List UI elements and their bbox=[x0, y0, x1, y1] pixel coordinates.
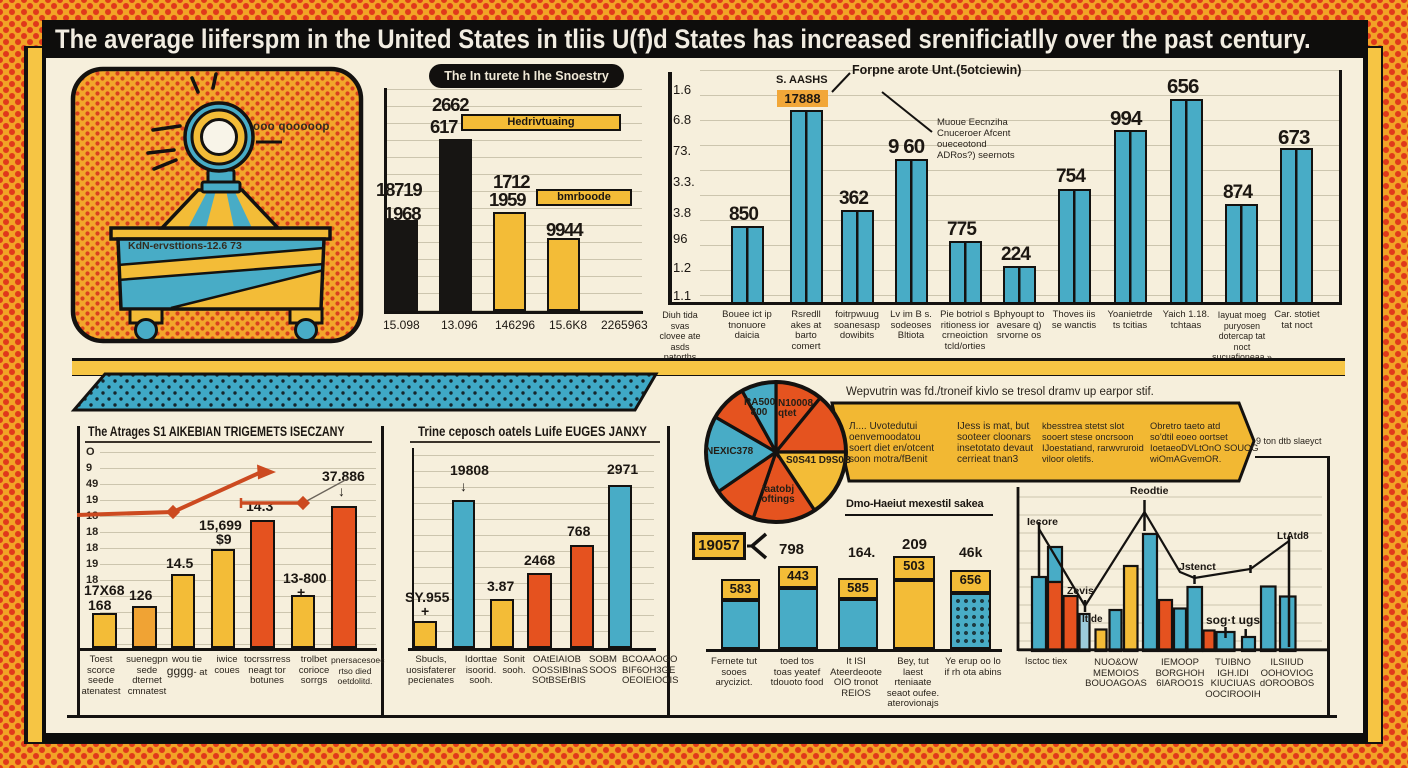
svg-text:KdN-ervsttions-12.6 73: KdN-ervsttions-12.6 73 bbox=[128, 240, 242, 252]
svg-text:ooo qooooop: ooo qooooop bbox=[253, 121, 330, 133]
